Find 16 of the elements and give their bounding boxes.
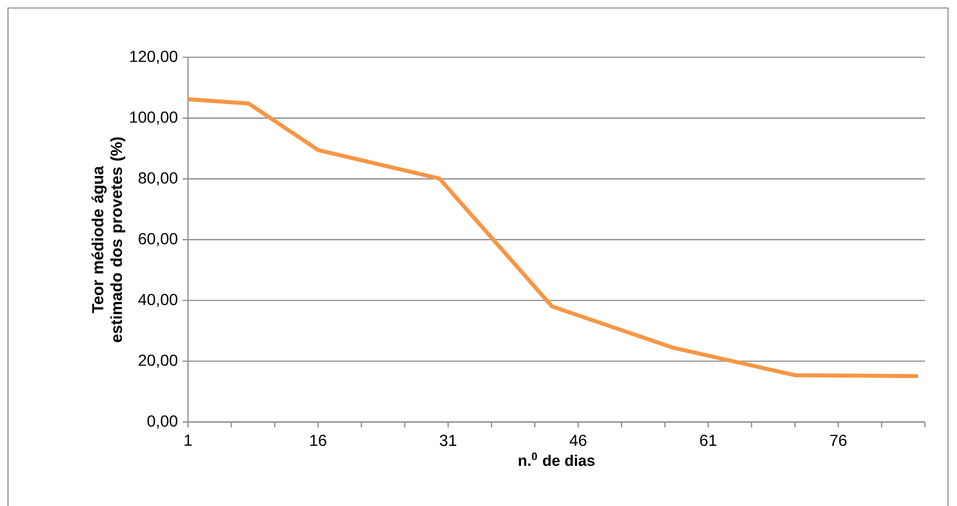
x-tick-label: 1 [184, 434, 192, 446]
y-tick-label: 100,00 [130, 112, 178, 125]
x-tick-label: 46 [570, 434, 586, 446]
x-axis-title: n.$^{0}$ de dias [518, 452, 595, 466]
line-series [188, 97, 918, 378]
x-tick-label: 16 [310, 434, 326, 446]
y-tick-label: 120,00 [130, 50, 178, 64]
x-tick-label: 61 [700, 434, 716, 446]
y-tick-label: 80,00 [138, 172, 178, 186]
x-tick-label: 76 [830, 434, 846, 446]
y-axis-title: Teor médiode água estimado dos provetes (%) [91, 137, 126, 342]
y-tick-label: 40,00 [138, 294, 178, 308]
x-tick-label: 31 [440, 434, 456, 446]
y-tick-label: 60,00 [138, 233, 178, 246]
y-tick-label: 0,00 [147, 415, 178, 429]
y-tick-label: 20,00 [138, 354, 178, 368]
